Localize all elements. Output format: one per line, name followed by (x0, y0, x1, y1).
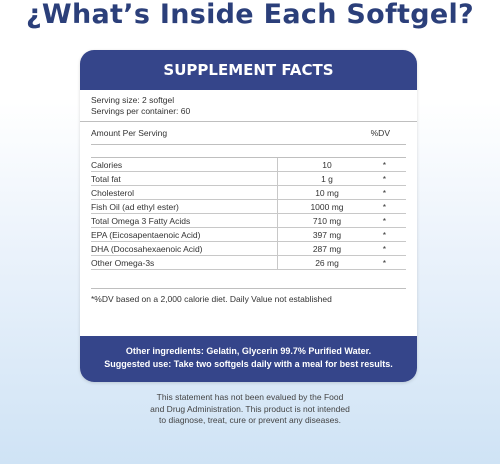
nutrient-row: Calories 10 * (91, 158, 406, 172)
nutrient-amount: 1000 mg (310, 202, 344, 212)
other-ingredients: Other ingredients: Gelatin, Glycerin 99.… (125, 346, 372, 356)
nutrient-name: Total Omega 3 Fatty Acids (91, 216, 191, 226)
nutrient-amount: 10 (322, 160, 332, 170)
nutrient-dv: * (382, 202, 386, 212)
nutrient-name: Total fat (91, 174, 121, 184)
page-heading: ¿What’s Inside Each Softgel? (25, 0, 475, 30)
nutrient-dv: * (382, 188, 386, 198)
suggested-use: Suggested use: Take two softgels daily w… (104, 359, 393, 369)
nutrient-dv: * (382, 160, 386, 170)
nutrient-name: Cholesterol (91, 188, 134, 198)
fda-disclaimer: This statement has not been evalued by t… (0, 392, 500, 427)
nutrient-dv: * (382, 244, 386, 254)
amount-per-serving-row: Amount Per Serving %DV (91, 122, 406, 145)
nutrient-amount: 287 mg (312, 244, 342, 254)
servings-per-container: Servings per container: 60 (91, 106, 191, 116)
nutrient-dv: * (382, 230, 386, 240)
nutrient-row: EPA (Eicosapentaenoic Acid) 397 mg * (91, 228, 406, 242)
table-gap (91, 270, 406, 289)
nutrient-row: Total Omega 3 Fatty Acids 710 mg * (91, 214, 406, 228)
nutrient-dv: * (382, 258, 386, 268)
nutrient-amount: 397 mg (312, 230, 342, 240)
disclaimer-line: to diagnose, treat, cure or prevent any … (159, 415, 341, 425)
nutrient-name: Calories (91, 160, 123, 170)
nutrient-amount: 710 mg (312, 216, 342, 226)
nutrient-dv: * (382, 216, 386, 226)
nutrient-name: DHA (Docosahexaenoic Acid) (91, 244, 203, 254)
dv-header: %DV (370, 128, 390, 138)
serving-size: Serving size: 2 softgel (91, 95, 175, 105)
disclaimer-line: and Drug Administration. This product is… (150, 403, 350, 414)
nutrient-row: Other Omega-3s 26 mg * (91, 256, 406, 270)
nutrient-amount: 1 g (321, 174, 333, 184)
nutrient-amount: 26 mg (315, 258, 339, 268)
amount-per-serving-label: Amount Per Serving (91, 128, 168, 138)
nutrient-name: Fish Oil (ad ethyl ester) (91, 202, 179, 212)
supplement-facts-panel: SUPPLEMENT FACTS Serving size: 2 softgel… (80, 50, 417, 382)
nutrient-amount: 10 mg (315, 188, 339, 198)
supplement-facts-title: SUPPLEMENT FACTS (80, 50, 417, 90)
nutrient-name: Other Omega-3s (91, 258, 155, 268)
nutrient-dv: * (382, 174, 386, 184)
ingredients-band: Other ingredients: Gelatin, Glycerin 99.… (80, 336, 417, 382)
nutrient-row: DHA (Docosahexaenoic Acid) 287 mg * (91, 242, 406, 256)
nutrient-row: Fish Oil (ad ethyl ester) 1000 mg * (91, 200, 406, 214)
nutrient-name: EPA (Eicosapentaenoic Acid) (91, 230, 201, 240)
disclaimer-line: This statement has not been evalued by t… (156, 392, 344, 402)
serving-info: Serving size: 2 softgel Servings per con… (80, 90, 417, 122)
dv-footnote: *%DV based on a 2,000 calorie diet. Dail… (91, 294, 332, 304)
table-spacer (91, 145, 406, 158)
nutrient-row: Total fat 1 g * (91, 172, 406, 186)
nutrient-row: Cholesterol 10 mg * (91, 186, 406, 200)
